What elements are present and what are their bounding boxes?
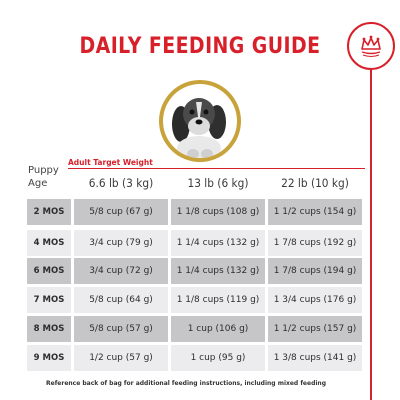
- table-row: 8 MOS 5/8 cup (57 g) 1 cup (106 g) 1 1/2…: [27, 316, 364, 342]
- table-cell: 1 7/8 cups (192 g): [268, 230, 362, 256]
- age-cell: 8 MOS: [27, 316, 71, 342]
- target-weight-divider: [68, 168, 365, 169]
- puppy-age-header: Puppy Age: [28, 164, 68, 190]
- age-cell: 2 MOS: [27, 199, 71, 225]
- table-cell: 1 1/4 cups (132 g): [171, 258, 265, 284]
- puppy-photo-frame: [159, 80, 241, 162]
- column-header-small: 6.6 lb (3 kg): [88, 176, 154, 190]
- table-cell: 1 7/8 cups (194 g): [268, 258, 362, 284]
- column-header-medium: 13 lb (6 kg): [187, 176, 249, 190]
- table-row: 2 MOS 5/8 cup (67 g) 1 1/8 cups (108 g) …: [27, 199, 364, 225]
- puppy-icon: [172, 98, 226, 158]
- table-cell: 1 3/4 cups (176 g): [268, 287, 362, 313]
- table-cell: 1 1/4 cups (132 g): [171, 230, 265, 256]
- crown-icon: [361, 35, 381, 57]
- age-cell: 9 MOS: [27, 345, 71, 371]
- puppy-age-header-line1: Puppy: [28, 165, 59, 176]
- table-cell: 3/4 cup (79 g): [74, 230, 168, 256]
- table-row: 7 MOS 5/8 cup (64 g) 1 1/8 cups (119 g) …: [27, 287, 364, 313]
- age-cell: 6 MOS: [27, 258, 71, 284]
- table-cell: 1 1/2 cups (154 g): [268, 199, 362, 225]
- table-row: 6 MOS 3/4 cup (72 g) 1 1/4 cups (132 g) …: [27, 258, 364, 284]
- table-cell: 1 1/2 cups (157 g): [268, 316, 362, 342]
- table-cell: 1 cup (106 g): [171, 316, 265, 342]
- age-cell: 7 MOS: [27, 287, 71, 313]
- page-title: DAILY FEEDING GUIDE: [79, 34, 321, 59]
- brand-badge: [347, 22, 395, 70]
- footnote: Reference back of bag for additional fee…: [46, 380, 326, 387]
- table-row: 9 MOS 1/2 cup (57 g) 1 cup (95 g) 1 3/8 …: [27, 345, 364, 371]
- table-cell: 5/8 cup (57 g): [74, 316, 168, 342]
- age-cell: 4 MOS: [27, 230, 71, 256]
- table-row: 4 MOS 3/4 cup (79 g) 1 1/4 cups (132 g) …: [27, 230, 364, 256]
- column-header-large: 22 lb (10 kg): [281, 176, 349, 190]
- table-cell: 3/4 cup (72 g): [74, 258, 168, 284]
- table-cell: 1 cup (95 g): [171, 345, 265, 371]
- puppy-age-header-line2: Age: [28, 178, 48, 189]
- table-cell: 1/2 cup (57 g): [74, 345, 168, 371]
- table-cell: 5/8 cup (67 g): [74, 199, 168, 225]
- adult-target-weight-label: Adult Target Weight: [68, 158, 153, 167]
- brand-divider-line: [370, 62, 372, 400]
- table-cell: 1 3/8 cups (141 g): [268, 345, 362, 371]
- table-cell: 1 1/8 cups (119 g): [171, 287, 265, 313]
- table-cell: 1 1/8 cups (108 g): [171, 199, 265, 225]
- table-cell: 5/8 cup (64 g): [74, 287, 168, 313]
